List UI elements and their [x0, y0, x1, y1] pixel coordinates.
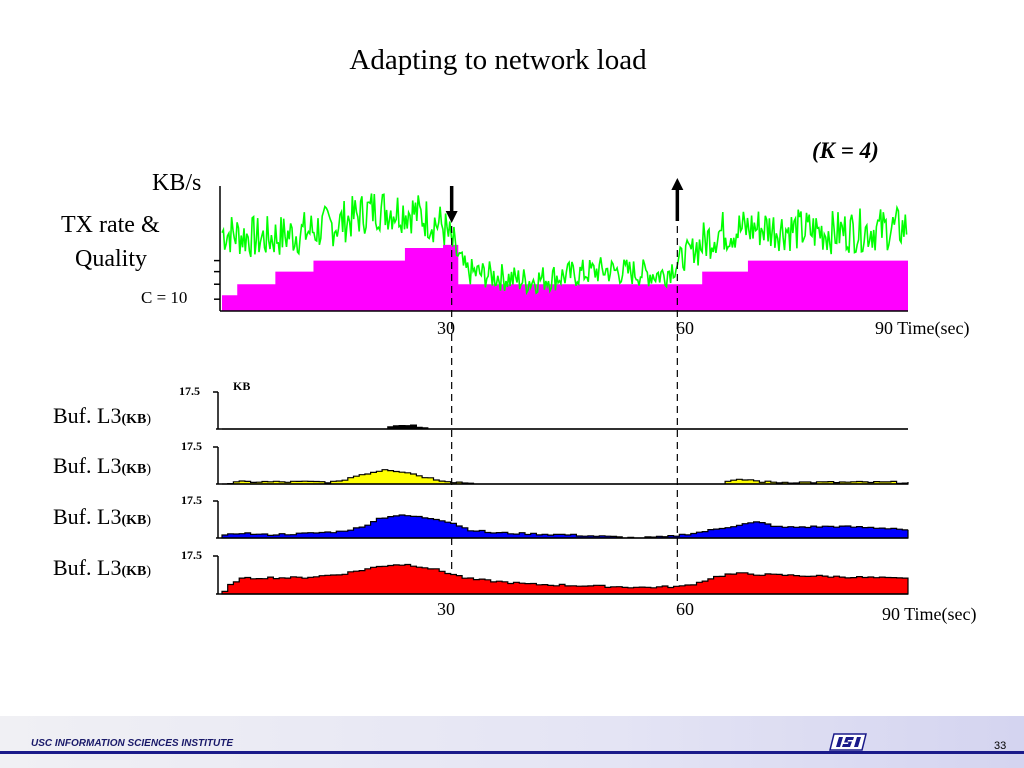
tx-rate-line — [221, 193, 908, 296]
buffer-label-0-unit: (KB — [121, 412, 147, 427]
footer-bar: USC INFORMATION SCIENCES INSTITUTE 33 — [0, 716, 1024, 768]
buffer-area-2 — [221, 514, 909, 539]
buffer-label-3-main: Buf. L3 — [53, 555, 122, 580]
buffer-label-3: Buf. L3(KB) — [53, 555, 151, 581]
buffer-label-2-main: Buf. L3 — [53, 504, 122, 529]
buffer-label-1-main: Buf. L3 — [53, 453, 122, 478]
event-arrow-down-head — [445, 211, 458, 223]
page-number: 33 — [994, 740, 1007, 752]
event-arrow-up-head — [671, 178, 684, 190]
top-x-tick-30: 30 — [437, 318, 455, 338]
top-plot-y-unit: KB/s — [152, 170, 202, 196]
bottom-x-tick-30: 30 — [437, 599, 455, 619]
buffer-label-2-unit: (KB — [121, 513, 147, 528]
buffer-area-3 — [221, 563, 909, 595]
top-x-tick-90: 90 Time(sec) — [875, 318, 970, 338]
buffer-label-2: Buf. L3(KB) — [53, 504, 151, 530]
capacity-label: C = 10 — [141, 288, 188, 307]
buffer-3-tick: 17.5 — [181, 548, 202, 562]
buffer-area-1 — [222, 469, 909, 485]
top-x-tick-60: 60 — [676, 318, 694, 338]
buffer-label-1-unit: (KB — [121, 462, 147, 477]
quality-layers-area — [222, 244, 908, 311]
top-plot-y-label-line2: Quality — [75, 246, 147, 272]
buffer-label-2-close: ) — [146, 513, 152, 528]
buffer-label-3-close: ) — [146, 564, 152, 579]
buffer-label-0-main: Buf. L3 — [53, 403, 122, 428]
buffer-label-3-unit: (KB — [121, 564, 147, 579]
bottom-x-tick-90: 90 Time(sec) — [882, 604, 977, 624]
bottom-x-tick-60: 60 — [676, 599, 694, 619]
buffer-label-0: Buf. L3(KB) — [53, 403, 151, 429]
slide-title: Adapting to network load — [349, 44, 647, 76]
footer-rule — [0, 751, 1024, 754]
buffer-label-1: Buf. L3(KB) — [53, 453, 151, 479]
buffer-unit-label: KB — [233, 379, 251, 393]
isi-logo-icon — [829, 733, 867, 751]
buffer-label-0-close: ) — [146, 412, 152, 427]
charts-canvas — [213, 178, 909, 596]
top-plot-y-label-line1: TX rate & — [61, 212, 160, 238]
buffer-2-tick: 17.5 — [181, 493, 202, 507]
k-parameter-note: (K = 4) — [812, 138, 879, 163]
buffer-1-tick: 17.5 — [181, 439, 202, 453]
buffer-label-1-close: ) — [146, 462, 152, 477]
buffer-0-tick: 17.5 — [179, 384, 200, 398]
footer-institute: USC INFORMATION SCIENCES INSTITUTE — [31, 738, 234, 749]
